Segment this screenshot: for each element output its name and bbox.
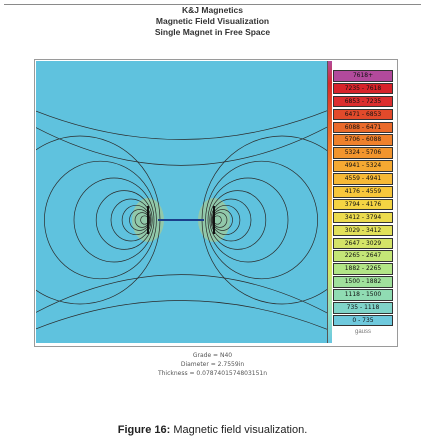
legend-item: 3794 - 4176	[333, 198, 393, 211]
field-line-right	[207, 177, 289, 263]
figure-caption: Figure 16: Magnetic field visualization.	[0, 424, 425, 436]
field-line-open	[36, 126, 327, 166]
legend-item: 1500 - 1882	[333, 276, 393, 288]
company-name: K&J Magnetics	[182, 5, 243, 15]
field-line-left	[110, 198, 152, 242]
caption-text: Magnetic field visualization.	[170, 424, 308, 436]
legend-item: 1882 - 2265	[333, 263, 393, 275]
spec-diameter: Diameter = 2.7559in	[180, 361, 245, 368]
field-line-open	[36, 300, 327, 330]
field-line-right	[205, 160, 318, 280]
field-line-left	[44, 160, 157, 280]
legend-item: 4941 - 5324	[333, 160, 393, 172]
field-line-right	[212, 212, 228, 228]
visualization-panel: 7618+ 7235 - 7618 6853 - 7235 6471 - 6853 60…	[34, 59, 398, 347]
legend-item: 6853 - 7235	[333, 95, 393, 108]
field-line-open	[36, 274, 327, 314]
figure-header: K&J Magnetics Magnetic Field Visualizati…	[0, 5, 425, 38]
legend-item: 2265 - 2647	[333, 250, 393, 262]
figure-title: Magnetic Field Visualization	[155, 16, 270, 26]
magnet-specs: Grade = N40 Diameter = 2.7559in Thicknes…	[0, 351, 425, 378]
top-divider	[4, 4, 421, 5]
legend-item: 1118 - 1500	[333, 289, 393, 301]
legend-item: 7235 - 7618	[333, 82, 393, 95]
field-line-left	[129, 209, 150, 231]
legend-item: 2647 - 3029	[333, 237, 393, 250]
field-line-left	[73, 177, 155, 263]
field-line-right	[210, 198, 252, 242]
field-line-right	[212, 209, 233, 231]
legend-item: 735 - 1118	[333, 302, 393, 314]
caption-prefix: Figure 16:	[117, 424, 171, 436]
field-legend: 7618+ 7235 - 7618 6853 - 7235 6471 - 6853 60…	[333, 70, 393, 335]
legend-item: 5324 - 5706	[333, 147, 393, 159]
legend-item: 7618+	[333, 70, 393, 82]
legend-item: 6471 - 6853	[333, 108, 393, 121]
magnet-body	[158, 219, 204, 221]
field-line-open	[36, 110, 327, 140]
spec-grade: Grade = N40	[192, 352, 233, 359]
figure-subtitle: Single Magnet in Free Space	[154, 27, 271, 37]
field-plot	[36, 61, 328, 343]
field-lines-diagram	[36, 110, 327, 330]
legend-item: 3029 - 3412	[333, 224, 393, 237]
legend-unit: gauss	[354, 329, 371, 336]
field-color-strip	[328, 61, 332, 343]
spec-thickness: Thickness = 0.0787401574803151n	[157, 370, 268, 377]
field-line-left	[95, 190, 153, 250]
field-line-right	[211, 204, 241, 236]
magnet-pole-right	[213, 206, 215, 234]
field-line-left	[121, 204, 151, 236]
legend-item: 4176 - 4559	[333, 186, 393, 198]
magnet-pole-left	[147, 206, 149, 234]
legend-item: 3412 - 3794	[333, 211, 393, 224]
legend-item: 0 - 735	[333, 314, 393, 327]
legend-item: 4559 - 4941	[333, 173, 393, 185]
field-line-right	[209, 190, 267, 250]
legend-item: 6088 - 6471	[333, 121, 393, 134]
field-line-left	[134, 212, 150, 228]
legend-item: 5706 - 6088	[333, 134, 393, 146]
